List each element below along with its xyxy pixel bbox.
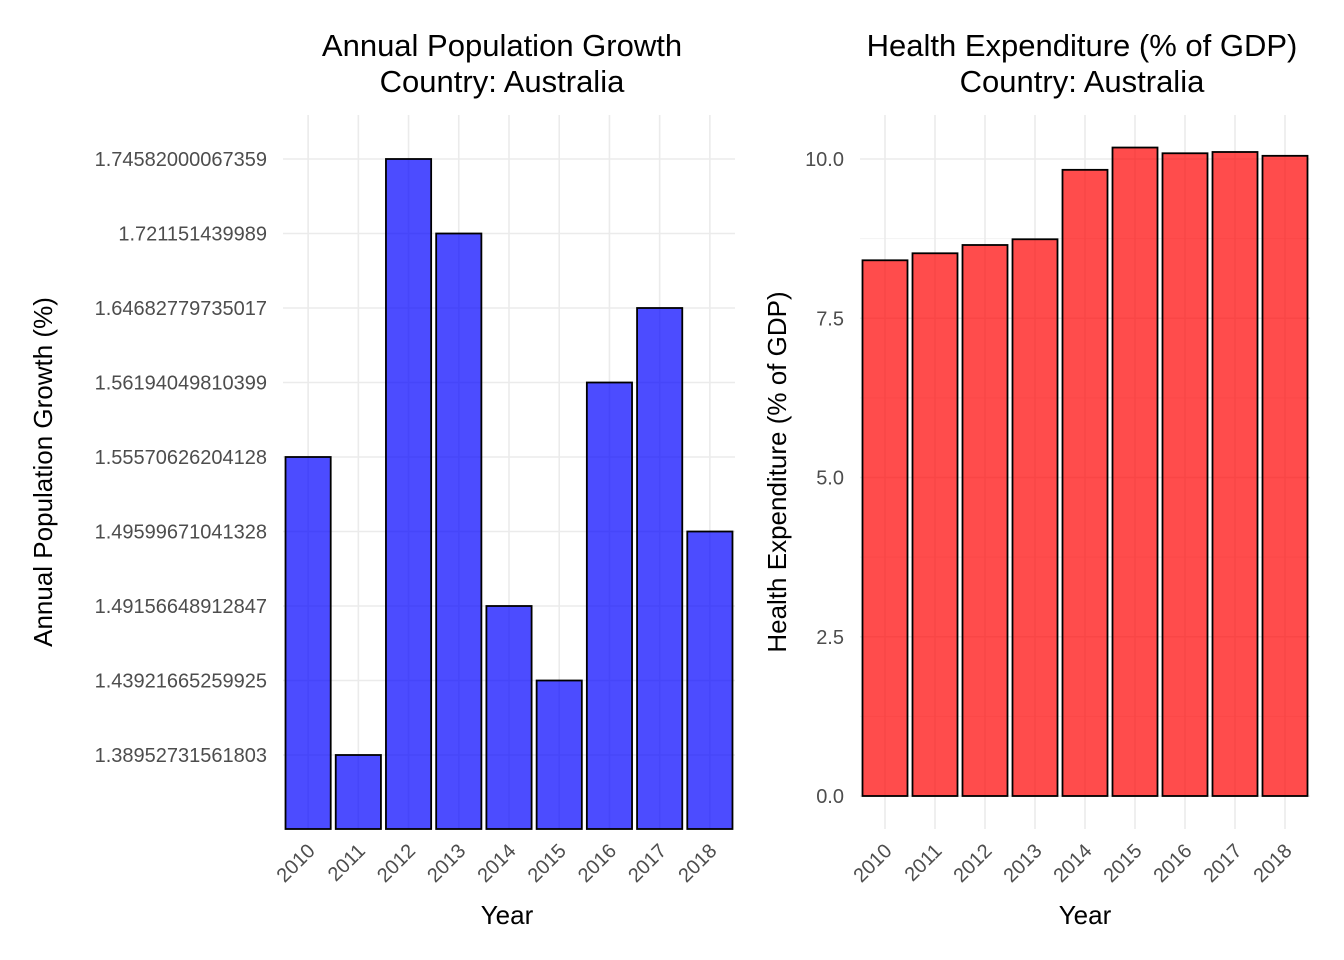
x-tick-label: 2016 [574, 840, 621, 887]
x-tick-label: 2017 [1200, 840, 1247, 887]
bar-2010 [861, 259, 909, 797]
y-tick-label: 1.49599671041328 [95, 522, 267, 544]
bar-2016 [1161, 152, 1209, 797]
x-tick-label: 2014 [474, 840, 521, 887]
x-tick-label: 2017 [624, 840, 671, 887]
y-tick-label: 1.56194049810399 [95, 373, 267, 395]
bar-2011 [911, 252, 959, 797]
bar-2017 [636, 307, 684, 830]
bar-2015 [1111, 146, 1159, 797]
x-tick-label: 2018 [1250, 840, 1297, 887]
x-tick-label: 2013 [1000, 840, 1047, 887]
bar-2018 [1261, 154, 1309, 797]
x-tick-label: 2011 [901, 840, 947, 886]
x-tick-label: 2015 [1100, 840, 1147, 887]
y-tick-label: 10.0 [805, 149, 844, 171]
chart-subtitle: Country: Australia [380, 64, 625, 99]
x-axis-title: Year [481, 900, 534, 930]
x-tick-label: 2018 [674, 840, 721, 887]
y-tick-label: 0.0 [816, 786, 844, 808]
x-tick-label: 2015 [524, 840, 571, 887]
y-tick-label: 1.721151439989 [118, 224, 267, 246]
y-axis-title: Health Expenditure (% of GDP) [762, 291, 792, 652]
y-tick-label: 5.0 [816, 468, 844, 490]
x-tick-label: 2010 [850, 840, 897, 887]
y-tick-label: 1.55570626204128 [95, 447, 267, 469]
bar-2013 [435, 232, 483, 830]
y-tick-label: 1.43921665259925 [95, 671, 267, 693]
bar-2010 [284, 456, 332, 830]
chart-title: Health Expenditure (% of GDP) [867, 28, 1298, 63]
x-tick-label: 2013 [423, 840, 470, 887]
bar-2017 [1211, 151, 1259, 797]
bar-2013 [1011, 238, 1059, 797]
x-tick-label: 2011 [324, 840, 370, 886]
population-growth-chart: 1.38952731561803 1.43921665259925 1.491566… [28, 28, 735, 930]
bar-2016 [585, 381, 633, 830]
bar-2014 [1061, 168, 1109, 797]
chart-subtitle: Country: Australia [960, 64, 1205, 99]
y-tick-label: 2.5 [816, 627, 844, 649]
bar-2012 [961, 244, 1009, 797]
x-tick-label: 2010 [273, 840, 320, 887]
x-tick-label: 2014 [1050, 840, 1097, 887]
y-axis-title: Annual Population Growth (%) [28, 297, 58, 647]
x-tick-label: 2012 [373, 840, 420, 887]
y-tick-label: 1.74582000067359 [95, 149, 267, 171]
bar-2014 [485, 605, 533, 830]
bar-2011 [334, 754, 382, 830]
bar-2018 [686, 530, 734, 830]
x-axis-title: Year [1059, 900, 1112, 930]
x-tick-label: 2012 [950, 840, 997, 887]
y-tick-label: 1.49156648912847 [95, 596, 267, 618]
y-tick-label: 1.38952731561803 [95, 745, 267, 767]
y-tick-label: 1.64682779735017 [95, 298, 267, 320]
health-expenditure-chart: 0.0 2.5 5.0 7.5 10.0 2010 2011 2012 2013 2014 2015… [762, 28, 1310, 930]
bar-2015 [535, 679, 583, 830]
chart-title: Annual Population Growth [322, 28, 682, 63]
y-tick-label: 7.5 [816, 308, 844, 330]
x-tick-label: 2016 [1150, 840, 1197, 887]
bar-2012 [385, 158, 433, 830]
